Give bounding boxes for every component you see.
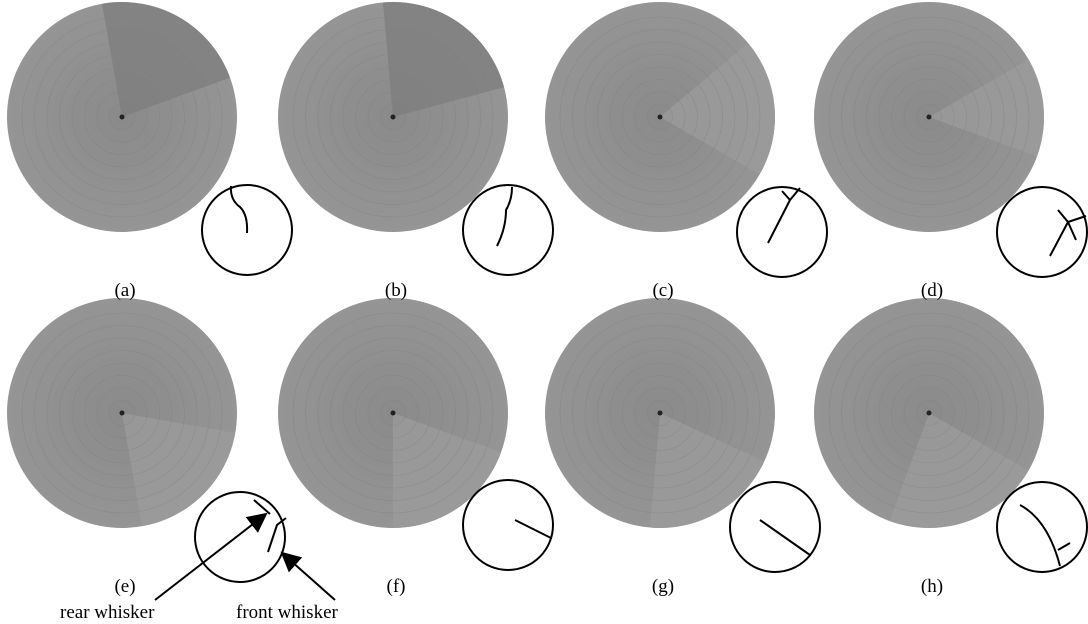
panel-label: (c) xyxy=(652,280,673,301)
disc-core xyxy=(391,411,396,416)
disc-sector xyxy=(122,413,235,526)
panel-label: (e) xyxy=(114,576,135,597)
front-label: front whisker xyxy=(236,602,339,623)
disc-core xyxy=(658,411,663,416)
panel-label: (b) xyxy=(385,280,407,301)
panel-label: (d) xyxy=(921,280,943,301)
panel-label: (f) xyxy=(387,576,406,597)
panel-label: (h) xyxy=(921,576,943,597)
disc-core xyxy=(391,115,396,120)
figure: (a) (b) (c) (d) (e) (f) (g) (h) rear whisker fr… xyxy=(0,0,1088,624)
panel-label: (g) xyxy=(652,576,674,597)
panel-label: (a) xyxy=(114,280,135,301)
disc-core xyxy=(927,115,932,120)
simulation-discs xyxy=(7,2,1044,528)
disc-core xyxy=(658,115,663,120)
disc-core xyxy=(120,115,125,120)
rear-label: rear whisker xyxy=(60,602,155,623)
disc-core xyxy=(927,411,932,416)
disc-core xyxy=(120,411,125,416)
